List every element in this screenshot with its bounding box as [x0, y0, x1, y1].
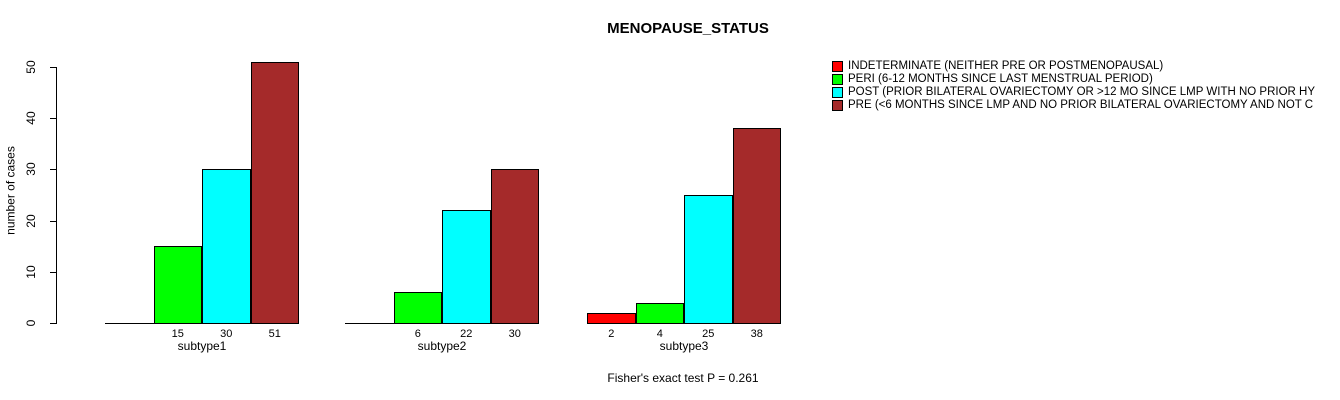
legend-item-pre: PRE (<6 MONTHS SINCE LMP AND NO PRIOR BI… — [832, 99, 1315, 112]
bar-value-label: 51 — [268, 328, 281, 340]
x-category-label: subtype3 — [659, 339, 709, 353]
bar-indeterminate — [587, 312, 636, 324]
y-axis-line — [56, 67, 57, 324]
bar-pre — [250, 61, 299, 324]
bar-value-label: 38 — [750, 328, 763, 340]
y-tick-label: 10 — [24, 265, 38, 279]
y-tick-label: 40 — [24, 111, 38, 125]
legend-swatch-icon — [832, 61, 843, 72]
y-tick-label: 20 — [24, 213, 38, 228]
bar-value-label: 15 — [171, 328, 184, 340]
x-category-label: subtype1 — [177, 339, 227, 353]
bar-value-label: 30 — [220, 328, 233, 340]
bar-post — [684, 195, 733, 324]
bar-value-label: 25 — [702, 328, 715, 340]
y-axis-tick — [50, 169, 57, 171]
y-axis-tick — [50, 220, 57, 222]
y-axis-tick — [50, 271, 57, 273]
fisher-test-caption: Fisher's exact test P = 0.261 — [607, 371, 759, 385]
bar-pre — [732, 128, 781, 324]
bar-post — [442, 210, 491, 324]
bar-peri — [635, 302, 684, 324]
legend: INDETERMINATE (NEITHER PRE OR POSTMENOPA… — [832, 60, 1315, 112]
y-tick-label: 30 — [24, 162, 38, 177]
y-tick-label: 0 — [24, 319, 38, 327]
bar-value-label: 30 — [508, 328, 521, 340]
bar-value-label: 6 — [414, 328, 421, 340]
y-tick-label: 50 — [24, 60, 38, 74]
bar-peri — [393, 292, 442, 324]
bar-value-label: 2 — [608, 328, 615, 340]
legend-item-post: POST (PRIOR BILATERAL OVARIECTOMY OR >12… — [832, 86, 1315, 99]
legend-swatch-icon — [832, 87, 843, 98]
bar-peri — [153, 246, 202, 324]
x-category-label: subtype2 — [417, 339, 467, 353]
legend-label: PRE (<6 MONTHS SINCE LMP AND NO PRIOR BI… — [848, 99, 1314, 111]
legend-swatch-icon — [832, 100, 843, 111]
bar-post — [202, 169, 251, 324]
legend-label: INDETERMINATE (NEITHER PRE OR POSTMENOPA… — [848, 60, 1164, 72]
legend-label: PERI (6-12 MONTHS SINCE LAST MENSTRUAL P… — [848, 73, 1153, 85]
y-axis-tick — [50, 67, 57, 68]
chart-title: MENOPAUSE_STATUS — [607, 20, 769, 37]
y-axis-tick — [50, 118, 57, 120]
legend-item-indeterminate: INDETERMINATE (NEITHER PRE OR POSTMENOPA… — [832, 60, 1315, 73]
bar-value-label: 4 — [656, 328, 663, 340]
legend-item-peri: PERI (6-12 MONTHS SINCE LAST MENSTRUAL P… — [832, 73, 1315, 86]
legend-label: POST (PRIOR BILATERAL OVARIECTOMY OR >12… — [848, 86, 1316, 98]
y-axis-tick — [50, 323, 57, 324]
legend-swatch-icon — [832, 74, 843, 85]
bar-value-label: 22 — [460, 328, 473, 340]
bar-pre — [490, 169, 539, 324]
